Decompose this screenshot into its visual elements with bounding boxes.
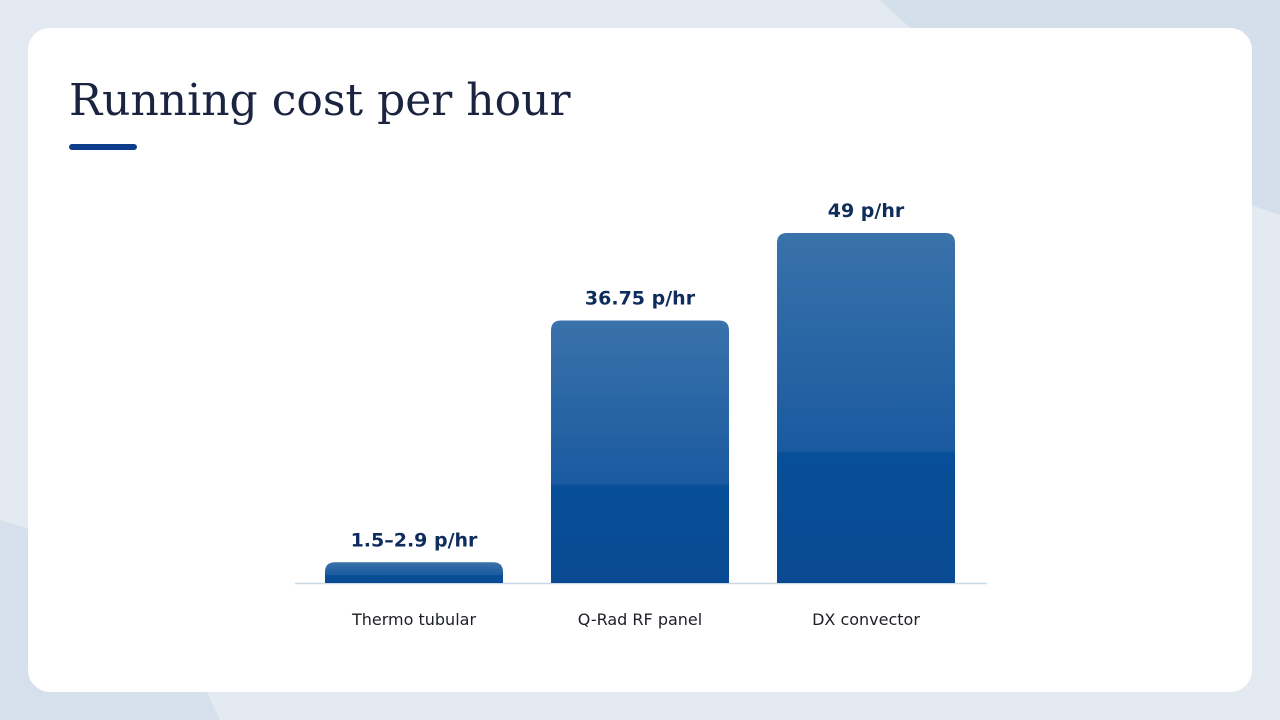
bar (777, 233, 955, 583)
bar (325, 562, 503, 583)
bar (551, 320, 729, 583)
title-underline (69, 144, 137, 150)
x-tick-label: Q-Rad RF panel (578, 610, 702, 629)
value-label: 1.5–2.9 p/hr (351, 529, 478, 551)
chart-title: Running cost per hour (69, 75, 571, 126)
value-label: 36.75 p/hr (585, 288, 696, 310)
x-tick-label: DX convector (812, 610, 920, 629)
value-label: 49 p/hr (828, 200, 905, 222)
x-tick-label: Thermo tubular (351, 610, 476, 629)
